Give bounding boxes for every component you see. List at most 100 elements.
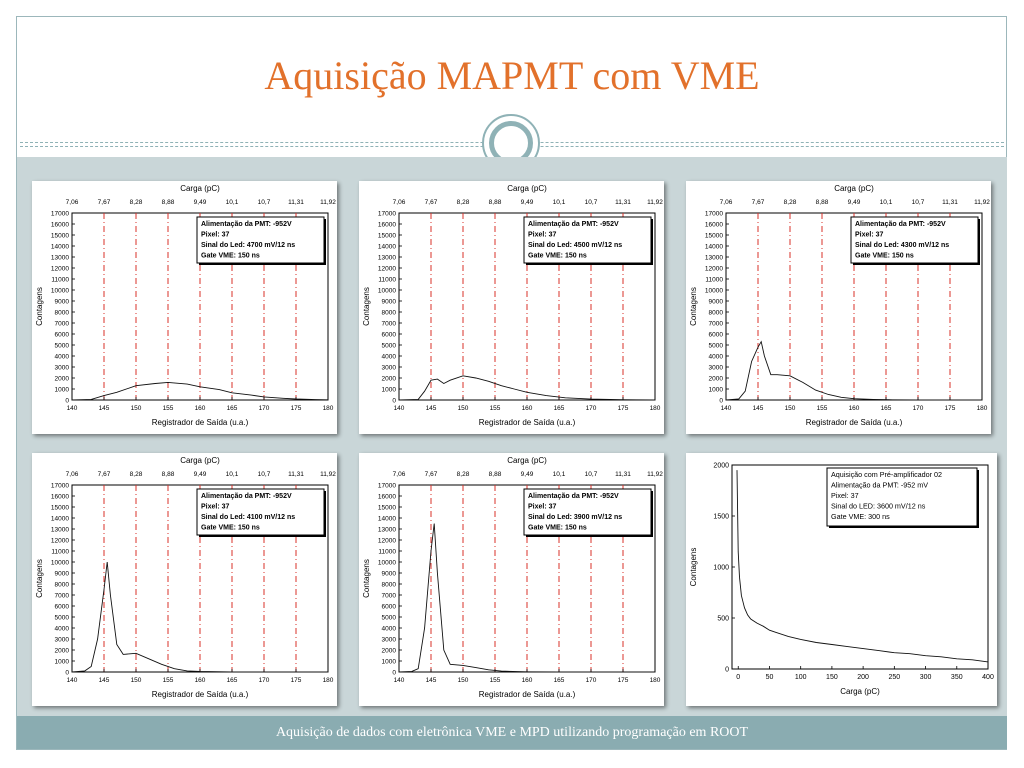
y-tick-label: 6000 [55,603,70,610]
x-tick-label: 155 [163,405,174,412]
y-tick-label: 2000 [713,462,729,469]
legend-line: Sinal do Led: 4500 mV/12 ns [528,242,622,249]
legend-line: Gate VME: 300 ns [831,512,890,521]
y-tick-label: 7000 [382,592,397,599]
legend-line: Sinal do Led: 4700 mV/12 ns [201,242,295,249]
y-tick-label: 12000 [51,537,69,544]
top-tick-label: 11,31 [288,199,304,206]
y-tick-label: 14000 [378,243,396,250]
y-tick-label: 6000 [382,331,397,338]
top-tick-label: 10,7 [912,199,925,206]
y-tick-label: 13000 [378,254,396,261]
x-tick-label: 140 [67,405,78,412]
x-tick-label: 170 [259,677,270,684]
x-tick-label: 160 [195,405,206,412]
y-tick-label: 1000 [709,386,724,393]
x-tick-label: 150 [458,677,469,684]
y-tick-label: 5000 [55,342,70,349]
y-tick-label: 2000 [55,647,70,654]
x-tick-label: 160 [195,677,206,684]
x-tick-label: 140 [394,405,405,412]
y-tick-label: 7000 [709,320,724,327]
x-tick-label: 400 [982,674,994,681]
x-tick-label: 100 [795,674,807,681]
top-tick-label: 10,7 [258,471,271,478]
top-tick-label: 11,92 [974,199,990,206]
y-tick-label: 3000 [55,364,70,371]
top-axis-title: Carga (pC) [507,184,547,193]
x-tick-label: 170 [586,405,597,412]
top-tick-label: 11,92 [647,471,663,478]
chart-led-4500: Carga (pC) 7,06 7,67 8,28 8,88 9,49 10,1 10,7 11… [359,181,664,434]
top-tick-label: 10,1 [553,199,566,206]
y-tick-label: 14000 [51,243,69,250]
top-tick-label: 7,06 [720,199,733,206]
x-tick-label: 165 [881,405,892,412]
series-line [398,375,656,401]
top-tick-label: 8,88 [162,199,175,206]
x-tick-label: 150 [826,674,838,681]
x-tick-label: 140 [721,405,732,412]
y-tick-label: 14000 [705,243,723,250]
top-tick-label: 9,49 [194,471,207,478]
x-tick-label: 200 [857,674,869,681]
y-tick-label: 1500 [713,513,729,520]
y-tick-label: 16000 [378,221,396,228]
top-tick-label: 7,06 [66,471,79,478]
y-tick-label: 15000 [705,232,723,239]
y-tick-label: 12000 [705,265,723,272]
y-tick-label: 2000 [55,375,70,382]
x-tick-label: 0 [736,674,740,681]
y-tick-label: 9000 [55,298,70,305]
x-tick-label: 175 [291,405,302,412]
top-tick-label: 9,49 [521,199,534,206]
top-tick-label: 11,92 [647,199,663,206]
x-tick-label: 180 [977,405,988,412]
x-tick-label: 140 [394,677,405,684]
y-tick-label: 0 [392,669,396,676]
x-tick-label: 250 [888,674,900,681]
x-tick-label: 160 [522,677,533,684]
y-axis-label: Contagens [689,548,698,587]
y-tick-label: 6000 [709,331,724,338]
y-tick-label: 5000 [709,342,724,349]
y-tick-label: 15000 [378,504,396,511]
top-tick-label: 7,06 [393,471,406,478]
y-tick-label: 14000 [51,515,69,522]
x-tick-label: 150 [785,405,796,412]
y-tick-label: 6000 [55,331,70,338]
x-tick-label: 180 [650,677,661,684]
y-tick-label: 9000 [382,298,397,305]
top-axis-title: Carga (pC) [180,456,220,465]
slide-footer: Aquisição de dados com eletrônica VME e … [17,716,1007,749]
y-tick-label: 1000 [382,658,397,665]
legend-line: Alimentação da PMT: -952V [201,493,292,500]
y-tick-label: 16000 [705,221,723,228]
chart-led-4100: Carga (pC) 7,06 7,67 8,28 8,88 9,49 10,1 10,7 11… [32,453,337,706]
y-tick-label: 17000 [51,210,69,217]
y-tick-label: 15000 [51,504,69,511]
y-tick-label: 10000 [51,559,69,566]
chart-svg: Carga (pC) 7,06 7,67 8,28 8,88 9,49 10,1 10,7 11… [35,456,336,699]
x-axis-label: Registrador de Saída (u.a.) [152,418,249,427]
y-tick-label: 2000 [382,647,397,654]
x-tick-label: 350 [951,674,963,681]
x-tick-label: 140 [67,677,78,684]
x-tick-label: 180 [650,405,661,412]
y-tick-label: 3000 [709,364,724,371]
x-tick-label: 145 [753,405,764,412]
x-tick-label: 155 [817,405,828,412]
x-tick-label: 145 [426,405,437,412]
y-tick-label: 6000 [382,603,397,610]
x-axis-label: Registrador de Saída (u.a.) [152,690,249,699]
legend-box [850,216,979,264]
series-line [736,470,989,663]
legend-box [196,216,325,264]
top-tick-label: 7,67 [98,199,111,206]
series-line [398,523,655,673]
y-tick-label: 3000 [382,364,397,371]
x-axis-label: Carga (pC) [840,687,880,696]
legend-line: Pixel: 37 [831,491,859,500]
y-tick-label: 5000 [382,342,397,349]
chart-svg: Carga (pC) 7,06 7,67 8,28 8,88 9,49 10,1 10,7 11… [362,456,663,699]
